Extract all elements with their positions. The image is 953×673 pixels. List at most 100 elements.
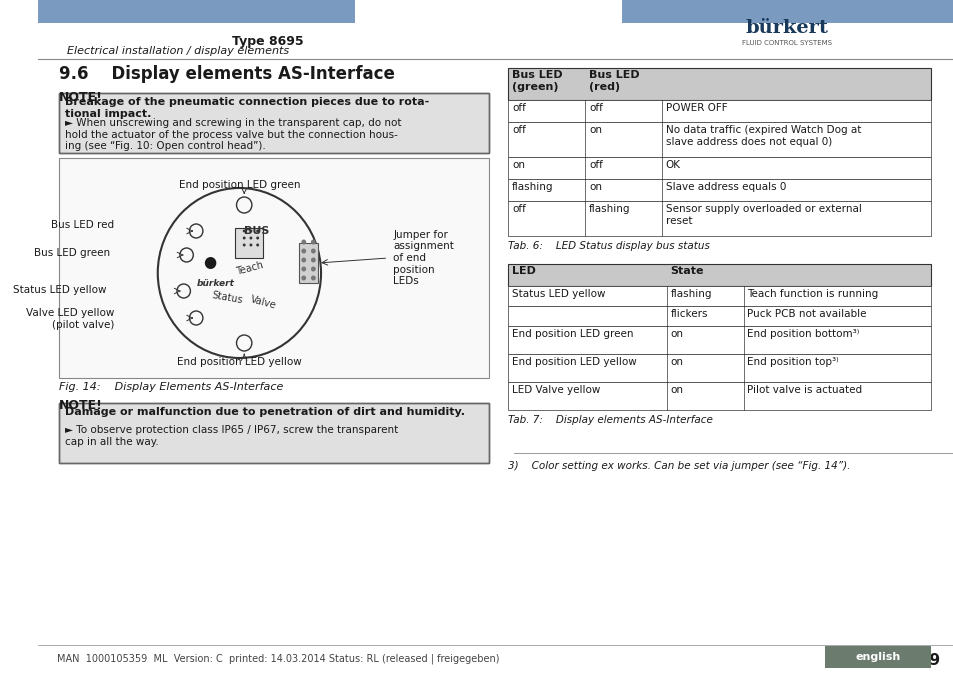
Text: Fig. 14:    Display Elements AS-Interface: Fig. 14: Display Elements AS-Interface (59, 382, 283, 392)
Text: MAN  1000105359  ML  Version: C  printed: 14.03.2014 Status: RL (released | frei: MAN 1000105359 ML Version: C printed: 14… (57, 653, 498, 664)
FancyBboxPatch shape (508, 286, 930, 306)
Text: Breakage of the pneumatic connection pieces due to rota-
tional impact.: Breakage of the pneumatic connection pie… (65, 97, 429, 118)
Text: State: State (670, 266, 703, 276)
Text: Pilot valve is actuated: Pilot valve is actuated (747, 385, 862, 395)
FancyBboxPatch shape (59, 158, 489, 378)
FancyBboxPatch shape (508, 382, 930, 410)
FancyBboxPatch shape (508, 264, 930, 286)
Circle shape (256, 244, 259, 246)
Text: End position LED yellow: End position LED yellow (177, 357, 301, 367)
Text: Slave address equals 0: Slave address equals 0 (665, 182, 785, 192)
Text: Tab. 7:    Display elements AS-Interface: Tab. 7: Display elements AS-Interface (508, 415, 713, 425)
Text: End position LED green: End position LED green (512, 329, 633, 339)
Circle shape (301, 240, 306, 244)
Text: ► To observe protection class IP65 / IP67, screw the transparent
cap in all the : ► To observe protection class IP65 / IP6… (65, 425, 397, 447)
Text: BUS: BUS (244, 226, 269, 236)
Text: on: on (670, 385, 683, 395)
FancyBboxPatch shape (508, 68, 930, 100)
Circle shape (301, 258, 306, 262)
Text: Valve: Valve (249, 295, 276, 311)
Circle shape (242, 244, 245, 246)
Text: flashing: flashing (588, 204, 630, 214)
Text: on: on (670, 357, 683, 367)
Text: POWER OFF: POWER OFF (665, 103, 727, 113)
Text: ► When unscrewing and screwing in the transparent cap, do not
hold the actuator : ► When unscrewing and screwing in the tr… (65, 118, 400, 151)
Circle shape (250, 236, 253, 240)
Text: bürkert: bürkert (744, 19, 827, 37)
FancyBboxPatch shape (508, 326, 930, 354)
FancyBboxPatch shape (508, 201, 930, 236)
Text: Sensor supply overloaded or external
reset: Sensor supply overloaded or external res… (665, 204, 861, 225)
Text: Type 8695: Type 8695 (233, 35, 304, 48)
Text: End position LED green: End position LED green (178, 180, 300, 190)
Circle shape (311, 275, 315, 281)
Circle shape (256, 236, 259, 240)
Text: flickers: flickers (670, 309, 707, 319)
Text: NOTE!: NOTE! (59, 399, 103, 412)
FancyBboxPatch shape (59, 93, 489, 153)
Text: on: on (588, 125, 601, 135)
Circle shape (311, 267, 315, 271)
Circle shape (205, 257, 216, 269)
FancyBboxPatch shape (824, 646, 930, 668)
Text: Teach: Teach (234, 260, 264, 277)
Circle shape (311, 240, 315, 244)
Text: off: off (512, 103, 525, 113)
Circle shape (301, 248, 306, 254)
Text: Bus LED
(red): Bus LED (red) (588, 70, 639, 92)
FancyBboxPatch shape (508, 354, 930, 382)
Text: on: on (588, 182, 601, 192)
FancyBboxPatch shape (508, 157, 930, 179)
Text: Damage or malfunction due to penetration of dirt and humidity.: Damage or malfunction due to penetration… (65, 407, 464, 417)
Circle shape (250, 229, 253, 232)
Text: LED: LED (512, 266, 536, 276)
Text: Status LED yellow: Status LED yellow (13, 285, 107, 295)
Text: Teach function is running: Teach function is running (747, 289, 878, 299)
Text: Bus LED
(green): Bus LED (green) (512, 70, 562, 92)
Circle shape (301, 275, 306, 281)
Text: on: on (512, 160, 525, 170)
Text: End position bottom³⁾: End position bottom³⁾ (747, 329, 859, 339)
Text: OK: OK (665, 160, 680, 170)
Text: Bus LED red: Bus LED red (51, 220, 114, 230)
Text: on: on (670, 329, 683, 339)
FancyBboxPatch shape (508, 100, 930, 122)
Text: off: off (588, 103, 602, 113)
Text: Electrical installation / display elements: Electrical installation / display elemen… (67, 46, 289, 56)
FancyBboxPatch shape (38, 0, 355, 23)
FancyBboxPatch shape (508, 122, 930, 157)
Circle shape (301, 267, 306, 271)
Text: Status LED yellow: Status LED yellow (512, 289, 605, 299)
Text: off: off (588, 160, 602, 170)
Text: Bus LED green: Bus LED green (33, 248, 110, 258)
Text: NOTE!: NOTE! (59, 91, 103, 104)
Text: No data traffic (expired Watch Dog at
slave address does not equal 0): No data traffic (expired Watch Dog at sl… (665, 125, 861, 147)
Text: english: english (855, 652, 900, 662)
Circle shape (242, 229, 245, 232)
Circle shape (250, 244, 253, 246)
FancyBboxPatch shape (234, 228, 263, 258)
FancyBboxPatch shape (508, 306, 930, 326)
Text: 9.6    Display elements AS-Interface: 9.6 Display elements AS-Interface (59, 65, 395, 83)
FancyBboxPatch shape (508, 179, 930, 201)
FancyBboxPatch shape (298, 243, 318, 283)
Circle shape (242, 236, 245, 240)
Text: off: off (512, 125, 525, 135)
Text: Status: Status (211, 290, 243, 306)
Text: flashing: flashing (670, 289, 711, 299)
Text: 19: 19 (919, 653, 940, 668)
Text: End position top³⁾: End position top³⁾ (747, 357, 839, 367)
FancyBboxPatch shape (59, 403, 489, 463)
Circle shape (311, 248, 315, 254)
Circle shape (311, 258, 315, 262)
Text: FLUID CONTROL SYSTEMS: FLUID CONTROL SYSTEMS (741, 40, 831, 46)
Circle shape (256, 229, 259, 232)
FancyBboxPatch shape (621, 0, 953, 23)
Text: 3)    Color setting ex works. Can be set via jumper (see “Fig. 14”).: 3) Color setting ex works. Can be set vi… (508, 461, 850, 471)
Text: Puck PCB not available: Puck PCB not available (747, 309, 866, 319)
Text: off: off (512, 204, 525, 214)
Text: Jumper for
assignment
of end
position
LEDs: Jumper for assignment of end position LE… (393, 229, 454, 286)
Text: Tab. 6:    LED Status display bus status: Tab. 6: LED Status display bus status (508, 241, 709, 251)
Text: bürkert: bürkert (196, 279, 234, 287)
Text: End position LED yellow: End position LED yellow (512, 357, 637, 367)
